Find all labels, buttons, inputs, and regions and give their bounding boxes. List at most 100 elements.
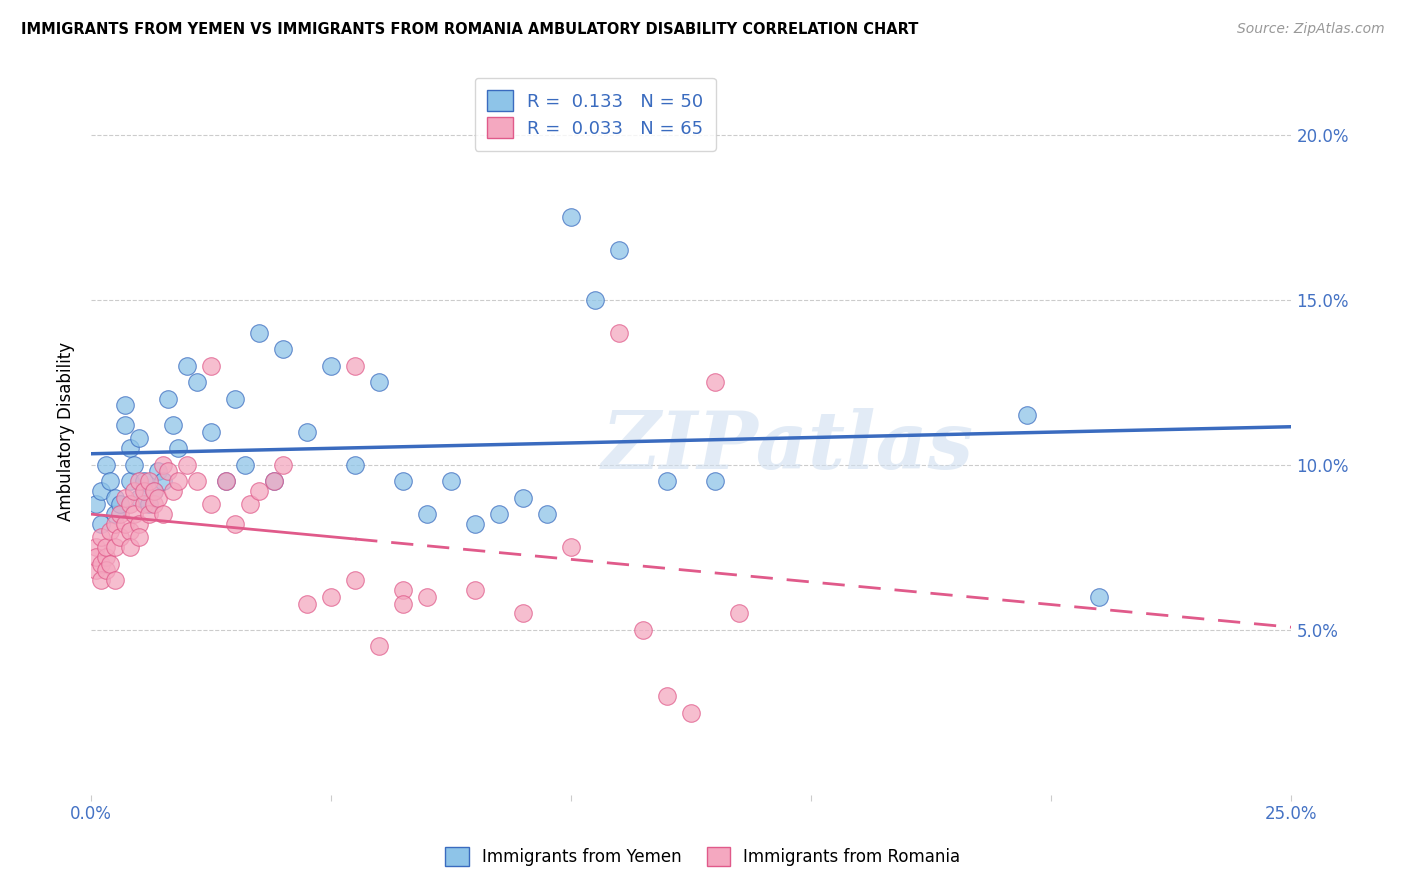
Point bbox=[84, 541, 107, 555]
Point bbox=[108, 508, 131, 522]
Point bbox=[90, 557, 112, 571]
Point bbox=[84, 550, 107, 565]
Point bbox=[98, 475, 121, 489]
Point bbox=[94, 541, 117, 555]
Point bbox=[392, 583, 415, 598]
Point bbox=[200, 425, 222, 439]
Point bbox=[271, 458, 294, 472]
Point bbox=[104, 574, 127, 588]
Point bbox=[152, 508, 174, 522]
Point bbox=[104, 491, 127, 505]
Point bbox=[166, 475, 188, 489]
Point bbox=[295, 425, 318, 439]
Y-axis label: Ambulatory Disability: Ambulatory Disability bbox=[58, 343, 75, 521]
Point bbox=[114, 491, 136, 505]
Point bbox=[392, 597, 415, 611]
Point bbox=[176, 458, 198, 472]
Point bbox=[392, 475, 415, 489]
Point bbox=[156, 464, 179, 478]
Point bbox=[128, 431, 150, 445]
Point bbox=[156, 392, 179, 406]
Point bbox=[118, 442, 141, 456]
Point bbox=[142, 498, 165, 512]
Point bbox=[176, 359, 198, 373]
Point bbox=[368, 376, 391, 390]
Point bbox=[560, 541, 582, 555]
Point bbox=[90, 517, 112, 532]
Point bbox=[321, 359, 343, 373]
Point bbox=[200, 359, 222, 373]
Point bbox=[186, 475, 208, 489]
Point bbox=[368, 640, 391, 654]
Point bbox=[200, 498, 222, 512]
Point bbox=[152, 458, 174, 472]
Point bbox=[108, 498, 131, 512]
Point bbox=[94, 564, 117, 578]
Point bbox=[344, 458, 367, 472]
Point bbox=[114, 398, 136, 412]
Point bbox=[560, 210, 582, 224]
Point bbox=[239, 498, 262, 512]
Point bbox=[162, 418, 184, 433]
Point bbox=[90, 574, 112, 588]
Point bbox=[1088, 590, 1111, 604]
Legend: R =  0.133   N = 50, R =  0.033   N = 65: R = 0.133 N = 50, R = 0.033 N = 65 bbox=[475, 78, 716, 151]
Point bbox=[271, 343, 294, 357]
Point bbox=[118, 524, 141, 538]
Point bbox=[512, 491, 534, 505]
Point bbox=[1017, 409, 1039, 423]
Point bbox=[128, 517, 150, 532]
Point bbox=[142, 484, 165, 499]
Point bbox=[128, 491, 150, 505]
Point bbox=[464, 517, 486, 532]
Point bbox=[263, 475, 285, 489]
Point bbox=[142, 484, 165, 499]
Point bbox=[224, 392, 246, 406]
Text: ZIPatlas: ZIPatlas bbox=[602, 408, 973, 485]
Point bbox=[108, 531, 131, 545]
Point bbox=[148, 464, 170, 478]
Point bbox=[98, 524, 121, 538]
Point bbox=[152, 475, 174, 489]
Point bbox=[118, 475, 141, 489]
Point bbox=[247, 326, 270, 340]
Point bbox=[416, 590, 439, 604]
Point bbox=[657, 689, 679, 703]
Point bbox=[583, 293, 606, 307]
Point bbox=[148, 491, 170, 505]
Point bbox=[607, 243, 630, 257]
Point bbox=[104, 517, 127, 532]
Point bbox=[704, 475, 727, 489]
Point bbox=[214, 475, 236, 489]
Point bbox=[224, 517, 246, 532]
Point bbox=[128, 475, 150, 489]
Point bbox=[233, 458, 256, 472]
Point bbox=[94, 550, 117, 565]
Point bbox=[84, 564, 107, 578]
Point bbox=[607, 326, 630, 340]
Point bbox=[124, 508, 146, 522]
Point bbox=[132, 484, 155, 499]
Point bbox=[186, 376, 208, 390]
Legend: Immigrants from Yemen, Immigrants from Romania: Immigrants from Yemen, Immigrants from R… bbox=[437, 838, 969, 875]
Point bbox=[114, 418, 136, 433]
Point bbox=[114, 517, 136, 532]
Point bbox=[704, 376, 727, 390]
Point bbox=[464, 583, 486, 598]
Point bbox=[118, 498, 141, 512]
Point bbox=[263, 475, 285, 489]
Point bbox=[344, 574, 367, 588]
Point bbox=[536, 508, 558, 522]
Point bbox=[633, 623, 655, 637]
Point bbox=[214, 475, 236, 489]
Point bbox=[124, 484, 146, 499]
Point bbox=[104, 508, 127, 522]
Point bbox=[657, 475, 679, 489]
Point bbox=[132, 475, 155, 489]
Point bbox=[94, 458, 117, 472]
Text: IMMIGRANTS FROM YEMEN VS IMMIGRANTS FROM ROMANIA AMBULATORY DISABILITY CORRELATI: IMMIGRANTS FROM YEMEN VS IMMIGRANTS FROM… bbox=[21, 22, 918, 37]
Point bbox=[118, 541, 141, 555]
Point bbox=[488, 508, 510, 522]
Point bbox=[728, 607, 751, 621]
Point bbox=[84, 498, 107, 512]
